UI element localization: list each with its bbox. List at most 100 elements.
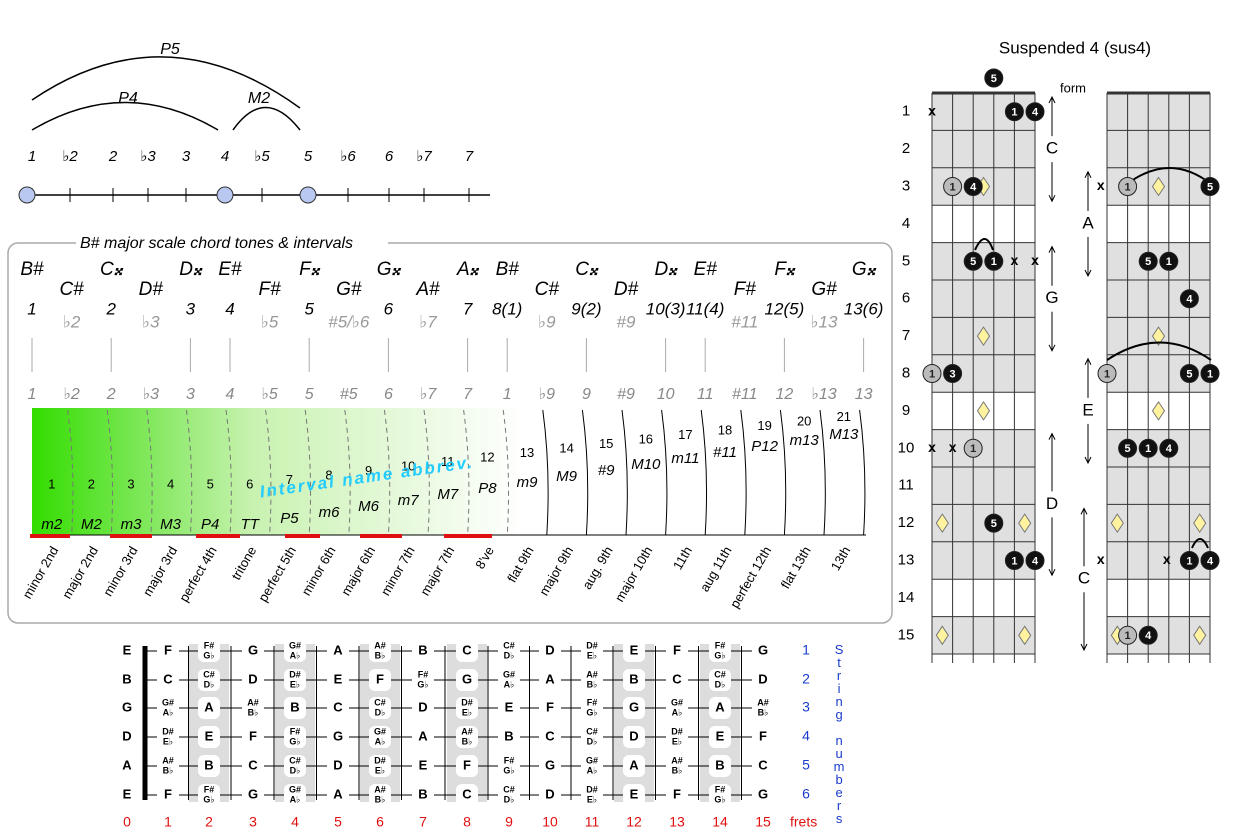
- note: C: [333, 699, 343, 714]
- note-sharp: G#: [374, 726, 386, 736]
- note-bg: [752, 755, 774, 777]
- note-bg: [709, 755, 731, 777]
- note-sharp: D#: [162, 726, 174, 736]
- arrow-head: [1048, 568, 1056, 577]
- interval-abbrev: m9: [517, 474, 538, 491]
- open-string: G: [122, 699, 132, 714]
- interval-name: major 9th: [536, 544, 576, 598]
- interval-name: aug. 9th: [579, 544, 615, 592]
- note-bg: [327, 697, 349, 719]
- interval-number: 14: [559, 440, 573, 455]
- note: F: [249, 728, 257, 743]
- form-label: C: [1046, 139, 1058, 158]
- interval-abbrev: #9: [598, 462, 615, 479]
- note-sharp: G#: [503, 669, 515, 679]
- diamond: [976, 326, 991, 347]
- finger-label: 4: [1145, 630, 1152, 642]
- note-bg: [369, 784, 391, 806]
- arrow-head: [1080, 643, 1088, 652]
- note-bg: [623, 755, 645, 777]
- fret-number: 7: [419, 814, 427, 830]
- note: G: [248, 786, 258, 801]
- note-bg: [327, 755, 349, 777]
- diamond: [1110, 513, 1124, 534]
- degree: ♭7: [419, 312, 437, 331]
- interval-name: perfect 5th: [255, 544, 299, 605]
- note-flat: D♭: [375, 707, 386, 717]
- open-string: E: [123, 786, 132, 801]
- note-sharp: A#: [586, 669, 598, 679]
- note-sharp: D#: [461, 697, 473, 707]
- scale-degree: ♭3: [140, 148, 156, 165]
- note-flat: G♭: [586, 707, 597, 717]
- mute-mark: x: [928, 102, 936, 118]
- note-sharp: D#: [289, 669, 301, 679]
- note-bg: [242, 669, 264, 691]
- note: E: [334, 671, 343, 686]
- note: F: [673, 642, 681, 657]
- box-title: B# major scale chord tones & intervals: [80, 235, 353, 252]
- string-number: 1: [802, 642, 810, 658]
- note-flat: E♭: [163, 736, 173, 746]
- string-number: 4: [802, 728, 810, 744]
- note-sharp: A#: [247, 697, 259, 707]
- degree-lower: 4: [226, 386, 235, 403]
- scale-degree: ♭7: [416, 148, 432, 165]
- note-sharp: A#: [671, 755, 683, 765]
- fret-label: 11: [898, 477, 914, 494]
- interval-abbrev: #11: [713, 444, 737, 461]
- note-bg: [581, 640, 603, 662]
- note: F: [463, 757, 471, 772]
- interval-abbrev: m7: [398, 492, 419, 509]
- degree: #11: [731, 312, 758, 331]
- note-name: C#: [59, 279, 84, 300]
- note-bg: [157, 669, 179, 691]
- fret-shade: [1107, 467, 1210, 505]
- fret-number: 14: [712, 814, 728, 830]
- degree: ♭5: [261, 312, 279, 331]
- note-bg: [242, 726, 264, 748]
- note-flat: A♭: [290, 794, 301, 804]
- note-name: F#: [259, 279, 282, 300]
- interval-separator: [502, 409, 510, 536]
- degree-lower: 9: [582, 386, 591, 403]
- note-bg: [198, 669, 220, 691]
- interval-number: 5: [207, 476, 214, 491]
- degree: 11(4): [686, 299, 724, 318]
- note-bg: [284, 640, 306, 662]
- note-bg: [327, 726, 349, 748]
- interval-separator: [779, 409, 787, 536]
- degree-lower: 10: [657, 386, 675, 403]
- note: C: [163, 671, 173, 686]
- note-bg: [412, 640, 434, 662]
- note-bg: [412, 669, 434, 691]
- note-bg: [539, 640, 561, 662]
- note-bg: [752, 669, 774, 691]
- note-bg: [198, 697, 220, 719]
- arrow-head: [1084, 357, 1092, 366]
- interval-name: flat 13th: [778, 544, 814, 592]
- finger-dot: [984, 513, 1004, 533]
- note: B: [418, 786, 427, 801]
- interval-abbrev: M10: [631, 456, 661, 473]
- arrow-head: [1048, 432, 1056, 440]
- note-flat: B♭: [163, 765, 174, 775]
- degree-lower: ♭9: [539, 386, 556, 403]
- interval-abbrev: M6: [358, 498, 379, 515]
- fret-number: 2: [205, 814, 213, 830]
- note-sharp: F#: [587, 697, 598, 707]
- arc-label: M2: [248, 90, 270, 107]
- note-bg: [284, 726, 306, 748]
- note-name: B#: [496, 259, 520, 280]
- scale-degree: 5: [304, 148, 313, 165]
- note-bg: [581, 726, 603, 748]
- finger-dot: [1138, 438, 1158, 458]
- form-label: D: [1046, 494, 1058, 513]
- note-flat: G♭: [203, 650, 214, 660]
- note-bg: [709, 726, 731, 748]
- tie-arc: [974, 238, 994, 251]
- interval-name: tritone: [228, 544, 259, 583]
- note-bg: [666, 640, 688, 662]
- note-bg: [666, 726, 688, 748]
